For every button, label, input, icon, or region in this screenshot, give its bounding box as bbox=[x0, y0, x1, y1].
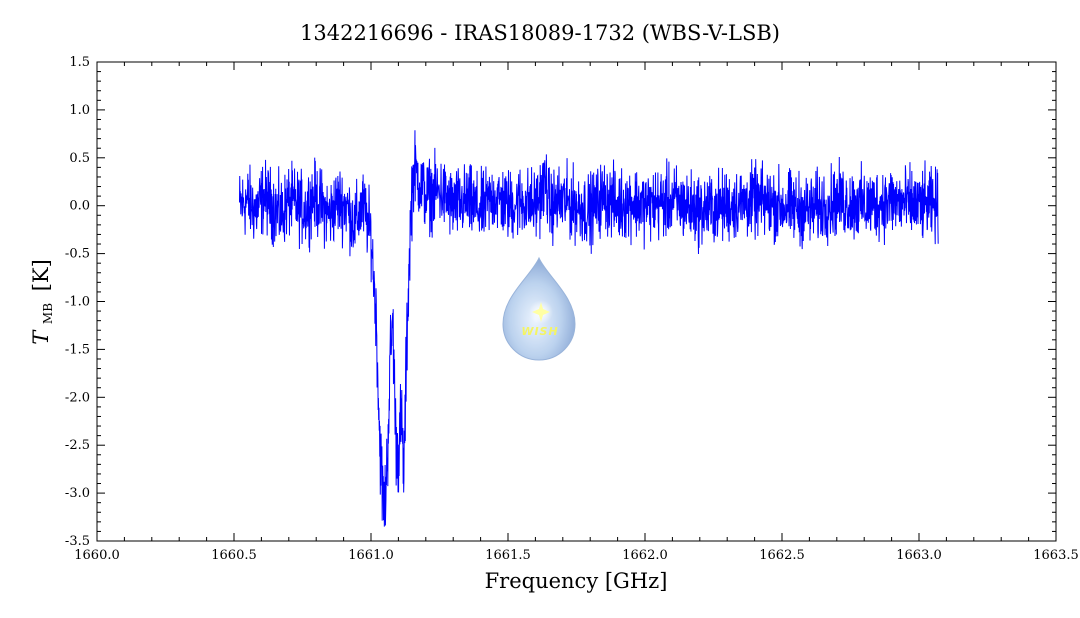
x-tick-label: 1662.0 bbox=[622, 548, 668, 563]
y-tick-label: -1.0 bbox=[65, 295, 90, 310]
y-axis-label-unit: [K] bbox=[29, 259, 53, 291]
y-axis-ticks: 1.5 1.0 0.5 0.0 -0.5 -1.0 -1.5 -2.0 -2.5 -3.0 -3.5 bbox=[65, 55, 1056, 549]
y-tick-label: 0.5 bbox=[69, 151, 90, 166]
chart-title: 1342216696 - IRAS18089-1732 (WBS-V-LSB) bbox=[300, 21, 780, 45]
y-axis-label-symbol: T bbox=[29, 329, 53, 345]
y-axis-label: T MB [K] bbox=[29, 259, 57, 345]
x-tick-label: 1660.5 bbox=[211, 548, 257, 563]
y-tick-label: 1.0 bbox=[69, 103, 90, 118]
y-tick-label: -0.5 bbox=[65, 247, 90, 262]
x-axis-ticks: 1660.0 1660.5 1661.0 1661.5 1662.0 1662.5 1663… bbox=[74, 62, 1079, 563]
y-tick-label: 0.0 bbox=[69, 199, 90, 214]
wish-logo-watermark: WISH bbox=[502, 256, 576, 361]
x-tick-label: 1663.0 bbox=[896, 548, 942, 563]
x-tick-label: 1663.5 bbox=[1033, 548, 1079, 563]
svg-text:T MB [K]: T MB [K] bbox=[29, 259, 57, 345]
y-tick-label: -1.5 bbox=[65, 342, 90, 357]
y-tick-label: -3.5 bbox=[65, 534, 90, 549]
x-tick-label: 1660.0 bbox=[74, 548, 120, 563]
x-tick-label: 1662.5 bbox=[759, 548, 805, 563]
x-tick-label: 1661.5 bbox=[485, 548, 531, 563]
spectrum-line bbox=[238, 130, 939, 527]
y-tick-label: -2.5 bbox=[65, 438, 90, 453]
y-axis-label-subscript: MB bbox=[41, 303, 55, 324]
x-axis-label: Frequency [GHz] bbox=[485, 569, 668, 593]
y-tick-label: -2.0 bbox=[65, 390, 90, 405]
plot-frame bbox=[96, 61, 1057, 542]
wish-logo-text: WISH bbox=[521, 325, 558, 338]
x-tick-label: 1661.0 bbox=[348, 548, 394, 563]
y-tick-label: 1.5 bbox=[69, 55, 90, 70]
y-tick-label: -3.0 bbox=[65, 486, 90, 501]
